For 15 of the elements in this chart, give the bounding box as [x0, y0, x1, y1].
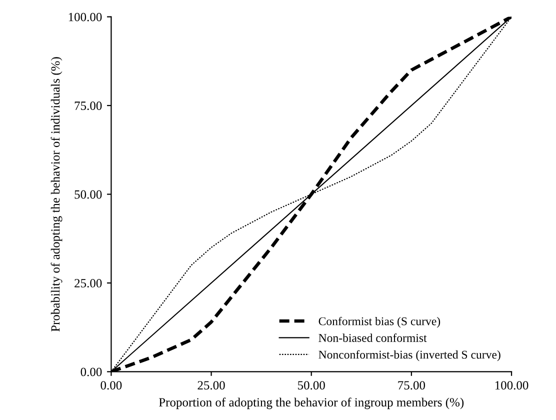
legend-label: Non-biased conformist: [318, 334, 427, 342]
y-axis-title: Probability of adopting the behavior of individuals (%): [50, 57, 62, 332]
x-tick-label: 0.00: [100, 381, 122, 390]
y-tick-label: 50.00: [74, 190, 102, 199]
legend-label: Nonconformist-bias (inverted S curve): [318, 350, 500, 362]
x-tick-label: 50.00: [298, 381, 325, 390]
y-tick-label: 100.00: [68, 12, 102, 22]
y-tick-label: 0.00: [80, 368, 102, 376]
x-tick-label: 75.00: [398, 381, 426, 390]
legend-label: Conformist bias (S curve): [318, 316, 440, 328]
y-tick-label: 75.00: [74, 102, 102, 110]
x-tick-label: 100.00: [495, 381, 528, 390]
x-axis-title: Proportion of adopting the behavior of ingroup members (%): [158, 398, 464, 410]
x-tick-label: 25.00: [198, 381, 225, 390]
y-tick-label: 25.00: [74, 279, 102, 288]
